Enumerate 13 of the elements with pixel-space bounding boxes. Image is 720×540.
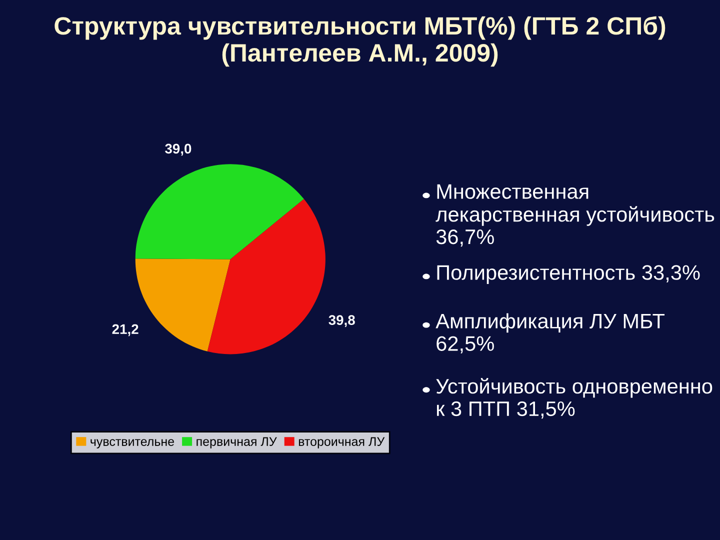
legend-label: первичная ЛУ — [196, 437, 277, 448]
text: Множественная лекарственная устойчивость 36,7% — [436, 184, 714, 247]
pie-slice — [135, 164, 304, 260]
text: Устойчивость одновременно к 3 ПТП 31,5% — [436, 378, 712, 419]
legend-label: чувствительне — [90, 439, 174, 448]
text: Полирезистентность 33,3% — [437, 265, 700, 284]
data-label: 21,2 — [112, 324, 138, 336]
pie-slice — [207, 199, 326, 354]
data-label: 39,8 — [328, 315, 355, 327]
text: Амплификация ЛУ МБТ 62,5% — [436, 313, 665, 354]
chart-title: Структура чувствительности МБТ(%) (ГТБ 2 СПб) (Пантелеев А.М., 2009) — [54, 16, 666, 67]
data-label: 39,0 — [165, 144, 192, 156]
legend-label: второичная ЛУ — [298, 437, 385, 448]
